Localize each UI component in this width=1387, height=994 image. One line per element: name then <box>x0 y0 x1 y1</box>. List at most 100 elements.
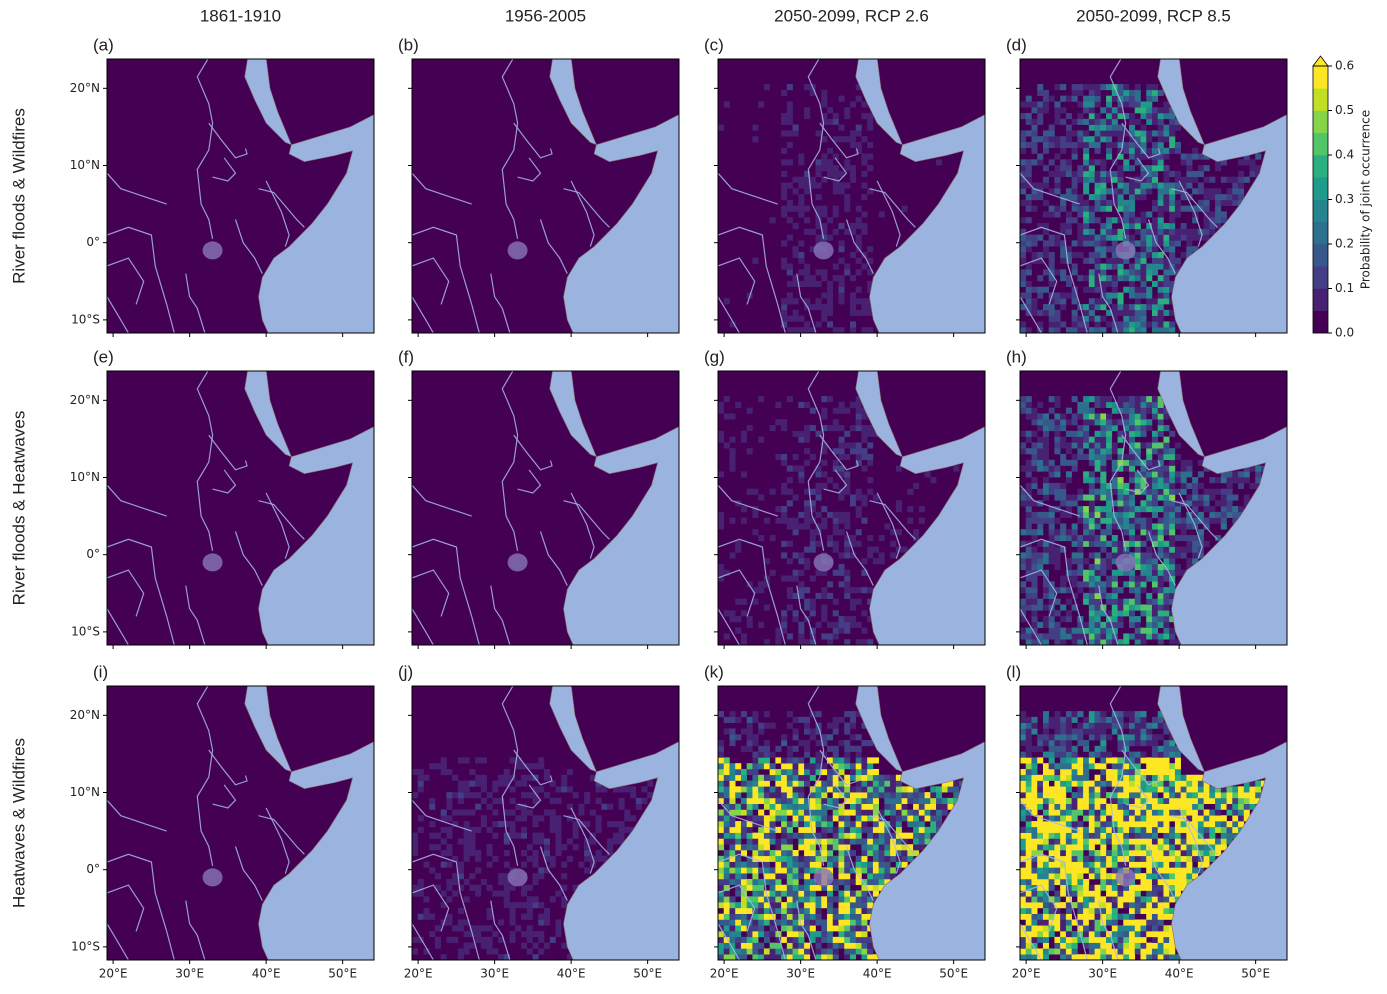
grid-cell <box>1060 728 1067 735</box>
grid-cell <box>1146 107 1153 114</box>
grid-cell <box>1157 535 1164 542</box>
grid-cell <box>821 919 828 926</box>
grid-cell <box>1151 280 1159 287</box>
grid-cell <box>412 884 419 891</box>
grid-cell <box>936 786 943 793</box>
grid-cell <box>924 832 931 839</box>
grid-cell <box>1094 304 1101 311</box>
grid-cell <box>821 936 828 943</box>
grid-cell <box>867 286 874 293</box>
grid-cell <box>844 740 851 747</box>
grid-cell <box>832 621 839 628</box>
grid-cell <box>867 246 874 253</box>
grid-cell <box>498 797 505 805</box>
grid-cell <box>1077 327 1084 333</box>
grid-cell <box>486 936 493 943</box>
grid-cell <box>1071 269 1078 276</box>
grid-cell <box>1088 792 1095 799</box>
grid-cell <box>1083 442 1090 449</box>
grid-cell <box>769 919 776 926</box>
grid-cell <box>1048 511 1055 518</box>
grid-cell <box>521 803 528 810</box>
grid-cell <box>566 768 573 776</box>
grid-cell <box>1065 511 1072 518</box>
grid-cell <box>1088 459 1095 466</box>
grid-cell <box>1048 838 1055 845</box>
grid-cell <box>1042 913 1049 920</box>
grid-cell <box>786 141 793 149</box>
grid-cell <box>804 850 811 857</box>
grid-cell <box>752 832 759 839</box>
grid-cell <box>1192 500 1199 507</box>
grid-cell <box>855 141 862 149</box>
grid-cell <box>1083 234 1090 241</box>
grid-cell <box>1037 194 1044 201</box>
grid-cell <box>1042 639 1049 645</box>
grid-cell <box>1037 734 1044 741</box>
grid-cell <box>941 786 948 793</box>
grid-cell <box>718 407 725 414</box>
grid-cell <box>1077 936 1084 943</box>
grid-cell <box>804 722 811 729</box>
grid-cell <box>809 936 816 943</box>
grid-cell <box>821 740 828 747</box>
river <box>258 815 305 855</box>
grid-cell <box>1169 124 1176 131</box>
grid-cell <box>763 815 770 822</box>
grid-cell <box>1077 101 1084 108</box>
grid-cell <box>1157 587 1164 594</box>
grid-cell <box>612 838 619 845</box>
grid-cell <box>1197 471 1204 478</box>
grid-cell <box>1077 832 1084 839</box>
grid-cell <box>1174 552 1181 559</box>
grid-cell <box>913 535 920 542</box>
grid-cell <box>1071 581 1078 588</box>
grid-cell <box>1140 251 1147 259</box>
grid-cell <box>781 240 788 247</box>
grid-cell <box>1146 419 1153 426</box>
grid-cell <box>1083 907 1090 914</box>
grid-cell <box>1077 488 1084 495</box>
grid-cell <box>1071 529 1078 536</box>
grid-cell <box>718 575 725 582</box>
grid-cell <box>1157 251 1164 259</box>
grid-cell <box>498 936 505 943</box>
grid-cell <box>735 931 742 938</box>
grid-cell <box>827 855 834 862</box>
grid-cell <box>844 159 851 166</box>
grid-cell <box>1106 205 1113 212</box>
grid-cell <box>1157 147 1164 154</box>
grid-cell <box>746 448 753 455</box>
grid-cell <box>1094 217 1101 224</box>
grid-cell <box>555 826 562 833</box>
grid-cell <box>827 217 834 224</box>
grid-cell <box>809 327 816 333</box>
grid-cell <box>804 523 811 530</box>
grid-cell <box>718 740 725 747</box>
grid-cell <box>1060 751 1067 758</box>
grid-cell <box>855 298 862 305</box>
grid-cell <box>1020 832 1027 839</box>
grid-cell <box>584 844 591 851</box>
grid-cell <box>1031 101 1038 108</box>
grid-cell <box>832 826 839 833</box>
grid-cell <box>861 327 868 333</box>
grid-cell <box>1169 494 1176 501</box>
grid-cell <box>1140 552 1147 559</box>
panel-label: (h) <box>1006 347 1027 366</box>
grid-cell <box>1157 199 1164 206</box>
grid-cell <box>503 768 510 776</box>
grid-cell <box>798 633 805 640</box>
grid-cell <box>1106 257 1113 264</box>
grid-cell <box>1071 309 1078 316</box>
grid-cell <box>849 878 857 886</box>
grid-cell <box>1123 101 1130 108</box>
river <box>718 484 778 517</box>
grid-cell <box>1140 263 1147 270</box>
grid-cell <box>769 768 776 776</box>
grid-cell <box>1123 257 1130 264</box>
grid-cell <box>918 797 925 805</box>
grid-cell <box>1025 159 1032 166</box>
grid-cell <box>1088 896 1095 903</box>
grid-cell <box>804 269 811 276</box>
